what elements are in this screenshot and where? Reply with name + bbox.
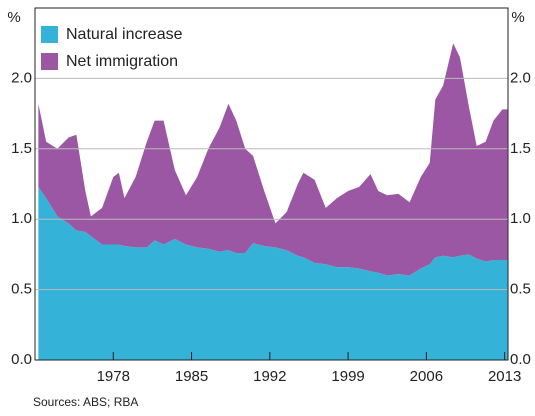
y-tick-label: 1.0	[11, 210, 32, 227]
x-tick-label: 1985	[175, 368, 208, 385]
y-tick-label: 2.0	[11, 69, 32, 86]
x-tick-label: 1978	[97, 368, 130, 385]
x-tick-label: 2006	[410, 368, 443, 385]
y2-tick-label: 2.0	[510, 69, 531, 86]
y-tick-label: 1.5	[11, 140, 32, 157]
x-tick-label: 1992	[253, 368, 286, 385]
y-unit-left: %	[7, 9, 20, 26]
y-tick-label: 0.0	[11, 351, 32, 368]
x-tick-label: 1999	[331, 368, 364, 385]
source-note: Sources: ABS; RBA	[33, 395, 138, 409]
legend-label: Net immigration	[66, 53, 178, 70]
y2-tick-label: 1.0	[510, 210, 531, 227]
y-tick-label: 0.5	[11, 281, 32, 298]
area	[38, 186, 508, 360]
y2-tick-label: 0.0	[510, 351, 531, 368]
legend-swatch	[41, 53, 58, 70]
y-unit-right: %	[511, 9, 524, 26]
plot-frame	[34, 7, 509, 361]
legend-swatch	[41, 26, 58, 43]
legend-label: Natural increase	[66, 26, 183, 43]
area	[38, 43, 508, 276]
x-tick-label: 2013	[488, 368, 521, 385]
y2-tick-label: 1.5	[510, 140, 531, 157]
y2-tick-label: 0.5	[510, 281, 531, 298]
